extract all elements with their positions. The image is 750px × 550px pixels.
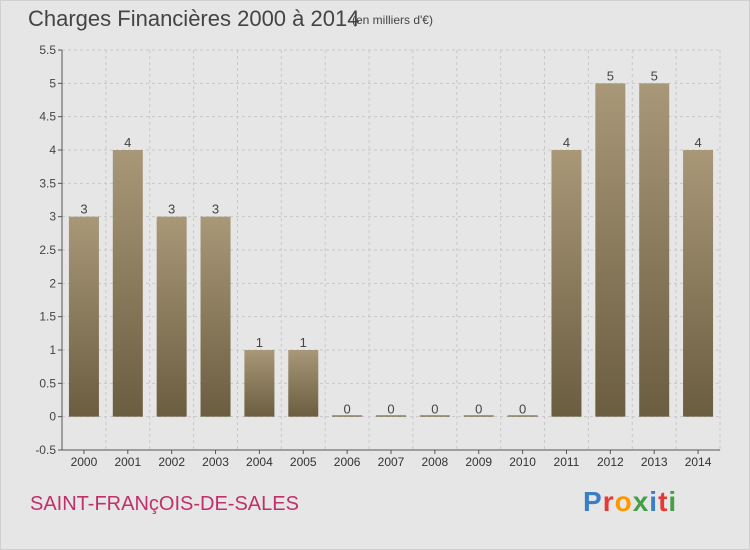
y-tick-label: -0.5 — [35, 443, 56, 457]
data-label: 5 — [607, 68, 614, 83]
y-tick-label: 2.5 — [39, 243, 56, 257]
axes: -0.5 0 0.5 1 1.5 2 2.5 3 3.5 4 4.5 5 5.5 2000 2001 2002… — [35, 43, 720, 469]
chart-title: Charges Financières 2000 à 2014 — [28, 6, 360, 31]
bar — [595, 83, 626, 417]
x-tick-label: 2002 — [158, 455, 185, 469]
y-tick-label: 4.5 — [39, 110, 56, 124]
x-tick-label: 2010 — [509, 455, 536, 469]
data-label: 1 — [256, 335, 263, 350]
data-label: 3 — [168, 202, 175, 217]
data-label: 0 — [387, 402, 394, 417]
x-tick-label: 2005 — [290, 455, 317, 469]
data-label: 4 — [563, 135, 570, 150]
bars — [68, 83, 714, 417]
data-labels: 3 4 3 3 1 1 0 0 0 0 0 4 5 5 4 — [80, 68, 701, 416]
data-label: 5 — [651, 68, 658, 83]
x-tick-label: 2008 — [422, 455, 449, 469]
data-label: 4 — [124, 135, 131, 150]
data-label: 3 — [80, 202, 87, 217]
bar — [376, 415, 406, 417]
data-label: 1 — [300, 335, 307, 350]
bar — [68, 216, 99, 417]
x-tick-label: 2003 — [202, 455, 229, 469]
y-tick-label: 0.5 — [39, 376, 56, 390]
logo-letter: x — [632, 486, 650, 517]
y-tick-label: 1 — [49, 343, 56, 357]
proxiti-logo[interactable]: Proxiti — [583, 486, 677, 518]
bar — [463, 415, 494, 417]
x-tick-label: 2009 — [465, 455, 492, 469]
data-label: 0 — [344, 402, 351, 417]
y-tick-label: 2 — [49, 276, 56, 290]
y-tick-label: 4 — [49, 143, 56, 157]
data-label: 0 — [519, 402, 526, 417]
bar — [156, 216, 187, 417]
logo-letter: r — [602, 486, 615, 517]
bar — [332, 415, 363, 417]
bar — [200, 216, 231, 417]
x-tick-label: 2013 — [641, 455, 668, 469]
x-tick-label: 2000 — [71, 455, 98, 469]
bar — [639, 83, 670, 417]
y-tick-label: 3 — [49, 210, 56, 224]
data-label: 4 — [694, 135, 701, 150]
commune-name: SAINT-FRANçOIS-DE-SALES — [30, 493, 299, 515]
bar — [288, 350, 319, 417]
x-tick-label: 2006 — [334, 455, 361, 469]
logo-letter: i — [668, 486, 678, 517]
bar — [551, 150, 582, 417]
x-tick-label: 2001 — [114, 455, 141, 469]
x-tick-label: 2004 — [246, 455, 273, 469]
y-tick-label: 5 — [49, 76, 56, 90]
x-tick-label: 2011 — [554, 455, 580, 469]
y-tick-label: 5.5 — [39, 43, 56, 57]
data-label: 0 — [475, 402, 482, 417]
bar — [419, 415, 450, 417]
y-tick-label: 0 — [49, 410, 56, 424]
x-tick-label: 2014 — [685, 455, 712, 469]
y-tick-label: 3.5 — [39, 176, 56, 190]
logo-letter: P — [583, 486, 603, 517]
data-label: 3 — [212, 202, 219, 217]
bar — [244, 350, 275, 417]
x-tick-label: 2012 — [597, 455, 624, 469]
y-tick-label: 1.5 — [39, 310, 56, 324]
bar — [507, 415, 538, 417]
x-tick-label: 2007 — [378, 455, 405, 469]
data-label: 0 — [431, 402, 438, 417]
logo-letter: i — [649, 486, 659, 517]
logo-letter: t — [658, 486, 669, 517]
chart-subtitle: (en milliers d'€) — [352, 13, 433, 27]
logo-letter: o — [614, 486, 633, 517]
bar — [683, 150, 714, 417]
bar — [112, 150, 143, 417]
